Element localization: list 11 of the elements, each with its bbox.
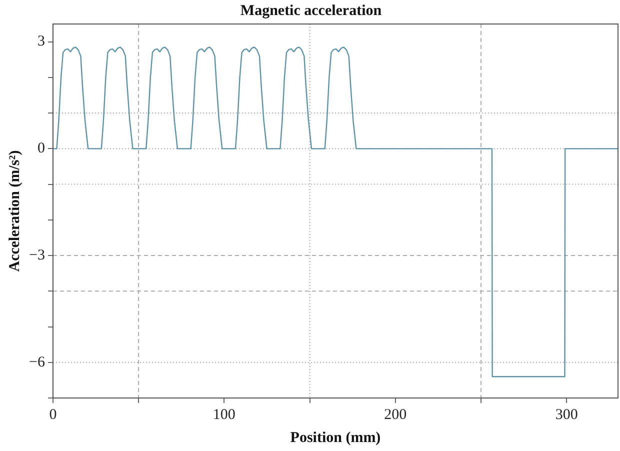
x-tick-label: 0: [49, 406, 57, 423]
y-axis-title: Acceleration (m/s²): [6, 150, 23, 272]
y-tick-label: 3: [37, 34, 45, 50]
x-axis-title: Position (mm): [290, 430, 381, 446]
chart-title: Magnetic acceleration: [240, 2, 382, 19]
x-tick-label: 100: [212, 406, 236, 423]
x-tick-label: 200: [384, 406, 407, 423]
y-tick-label: −6: [28, 354, 46, 370]
y-tick-label: 0: [37, 140, 45, 157]
y-tick-label: −3: [28, 247, 45, 264]
x-tick-label: 300: [555, 406, 578, 423]
